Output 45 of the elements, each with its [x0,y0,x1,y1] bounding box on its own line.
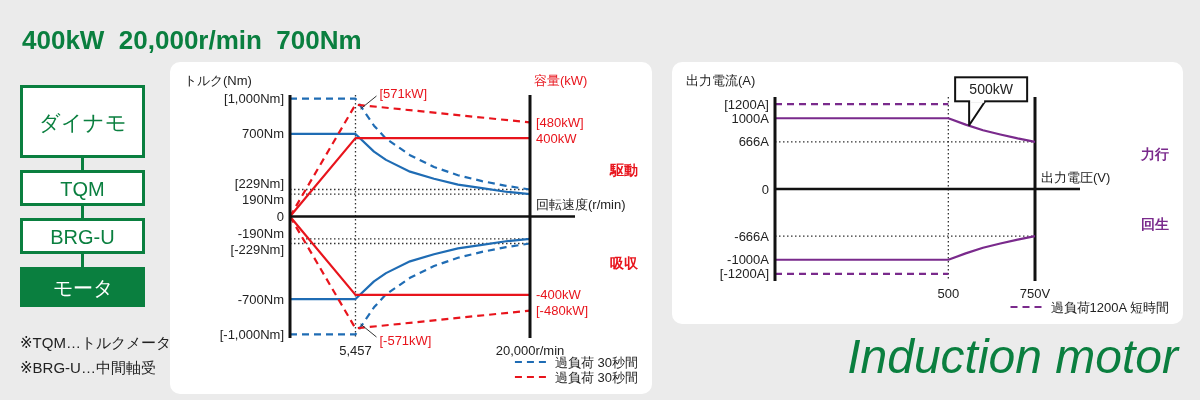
text: Induction motor [847,329,1181,383]
y-axis-title: 出力電流(A) [686,72,756,88]
ref-line-label: [229Nm] [234,176,284,192]
y-tick-label: 700Nm [242,126,284,142]
y-tick-label: [-1,000Nm] [219,326,284,342]
y-tick-label: [1200A] [724,96,769,112]
text: BRG-U [50,226,115,248]
text: TQM [60,178,105,200]
y-tick-label: -1000A [727,252,770,268]
text: 400kW 20,000r/min 700Nm [22,25,362,55]
ref-line-label: 190Nm [242,192,284,208]
legend-label: 過負荷 30秒間 [554,369,638,385]
y-tick-label: [1,000Nm] [224,91,284,107]
x-tick-label: 750V [1019,285,1051,301]
y2-tick-label: [-480kW] [536,303,589,319]
x-tick-label: 500 [937,285,960,301]
y-tick-label: 0 [276,209,284,224]
text: 吸収 [610,254,639,271]
annotation: [571kW] [379,85,428,101]
ref-line-label: [-229Nm] [230,241,284,257]
y-tick-label: 0 [761,181,769,197]
y2-tick-label: [480kW] [536,114,584,130]
x-tick-label: 5,457 [339,342,372,358]
y-tick-label: [-1200A] [719,266,769,282]
x-axis-title: 出力電圧(V) [1041,169,1111,185]
text: 回生 [1141,215,1169,232]
text: ダイナモ [38,111,127,134]
text: ※TQM…トルクメータ [20,333,171,351]
y-axis-title: トルク(Nm) [184,72,252,88]
text: 力行 [1140,146,1169,163]
legend-label: 過負荷 30秒間 [554,354,638,370]
text: 駆動 [609,162,638,179]
y-tick-label: 666A [738,134,770,150]
text: モータ [52,277,113,299]
x-axis-title: 回転速度(r/min) [536,197,626,212]
y-tick-label: -700Nm [237,291,284,307]
annotation: [-571kW] [379,332,432,348]
y2-tick-label: 400kW [536,130,578,146]
annotation: 500kW [969,81,1014,98]
ref-line-label: -190Nm [237,225,284,241]
y2-tick-label: -400kW [536,287,582,303]
y-tick-label: -666A [734,228,770,244]
y2-axis-title: 容量(kW) [534,72,588,88]
legend-label: 過負荷1200A 短時間 [1050,299,1169,315]
text: ※BRG-U…中間軸受 [20,358,156,376]
